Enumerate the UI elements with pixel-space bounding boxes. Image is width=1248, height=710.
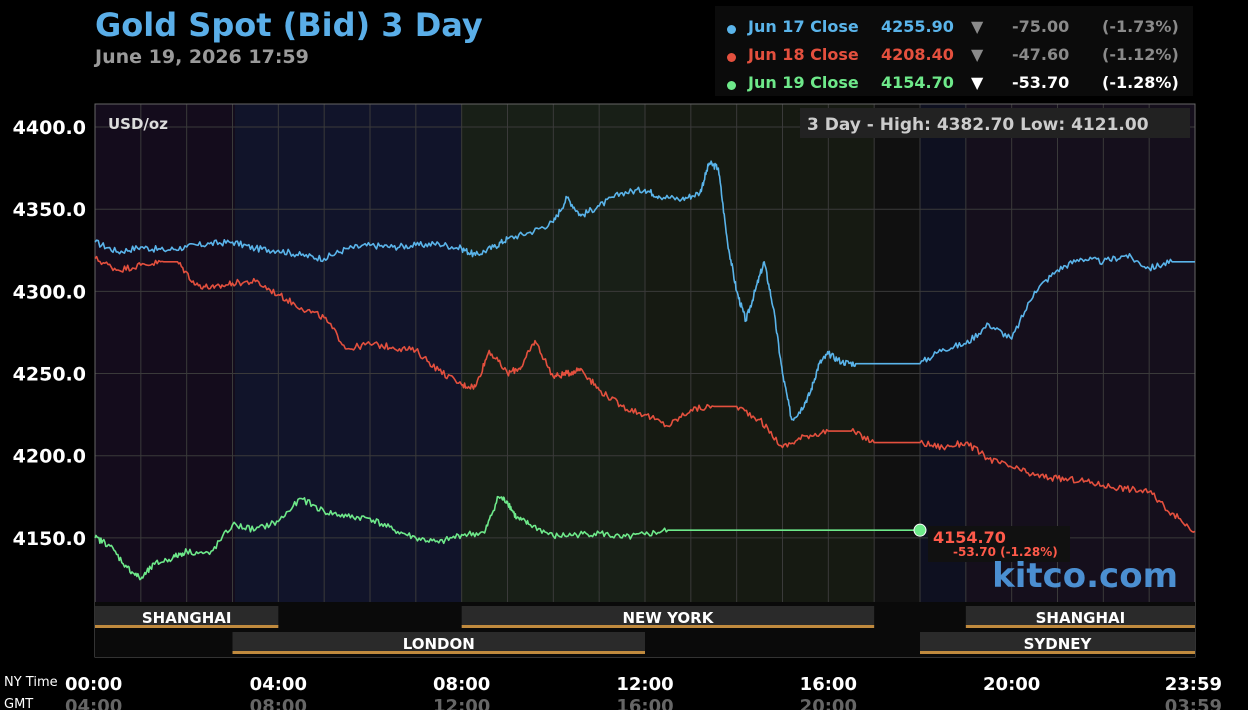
x-tick-label: 12:00 xyxy=(616,674,673,695)
x-tick-label: 16:00 xyxy=(800,674,857,695)
x-tick-label: 23:59 xyxy=(1165,674,1222,695)
session-bar xyxy=(461,606,875,626)
session-underline xyxy=(920,651,1195,654)
legend: Jun 17 Close 4255.90 ▼ -75.00 (-1.73%) J… xyxy=(715,6,1193,96)
watermark-logo: kitco.com xyxy=(992,556,1178,596)
current-price-box xyxy=(928,526,1070,562)
y-tick-label: 4200.0 xyxy=(13,446,86,468)
legend-pct: (-1.12%) xyxy=(1102,45,1179,64)
x-tick-label: 00:00 xyxy=(65,674,122,695)
legend-arrow-icon: ▼ xyxy=(971,17,984,36)
gmt-tick-label: 04:00 xyxy=(65,696,122,710)
range-label: 3 Day - High: 4382.70 Low: 4121.00 xyxy=(807,115,1149,135)
x-tick-label: 08:00 xyxy=(433,674,490,695)
ny-time-label: NY Time xyxy=(4,675,58,690)
legend-change: -47.60 xyxy=(1012,45,1070,64)
session-label: SHANGHAI xyxy=(1036,609,1126,627)
legend-pct: (-1.28%) xyxy=(1102,73,1179,92)
session-bar xyxy=(232,632,645,652)
session-label: NEW YORK xyxy=(623,609,715,627)
legend-dot-icon xyxy=(727,25,736,34)
session-underline xyxy=(232,651,645,654)
session-bar xyxy=(965,606,1195,626)
y-tick-label: 4400.0 xyxy=(13,117,86,139)
legend-close: 4154.70 xyxy=(881,73,954,92)
gmt-tick-label: 08:00 xyxy=(250,696,307,710)
series-line xyxy=(94,495,920,581)
chart-date: June 19, 2026 17:59 xyxy=(95,46,309,68)
session-label: LONDON xyxy=(403,635,475,653)
legend-dot-icon xyxy=(727,53,736,62)
series-line xyxy=(94,160,1195,421)
current-change-label: -53.70 (-1.28%) xyxy=(953,545,1058,559)
gmt-tick-label: 16:00 xyxy=(616,696,673,710)
legend-pct: (-1.73%) xyxy=(1102,17,1179,36)
gmt-tick-label: 20:00 xyxy=(800,696,857,710)
series-line xyxy=(94,255,1196,533)
legend-dot-icon xyxy=(727,81,736,90)
session-bar xyxy=(95,606,279,626)
session-underline xyxy=(95,625,279,628)
current-price-label: 4154.70 xyxy=(933,528,1006,547)
legend-change: -75.00 xyxy=(1012,17,1070,36)
session-underline xyxy=(965,625,1195,628)
y-tick-label: 4150.0 xyxy=(13,528,86,550)
gmt-tick-label: 03:59 xyxy=(1165,696,1222,710)
legend-close: 4208.40 xyxy=(881,45,954,64)
x-tick-label: 20:00 xyxy=(983,674,1040,695)
session-underline xyxy=(461,625,875,628)
market-sessions: SHANGHAI NEW YORK SHANGHAI LONDON SYDNEY xyxy=(95,602,1195,657)
session-label: SHANGHAI xyxy=(142,609,232,627)
legend-label: Jun 18 Close xyxy=(748,45,859,64)
price-series xyxy=(94,160,1196,581)
unit-label: USD/oz xyxy=(108,115,168,133)
range-label-bg xyxy=(800,108,1190,138)
y-tick-label: 4300.0 xyxy=(13,281,86,303)
y-axis-ticks: 4150.0 4200.0 4250.0 4300.0 4350.0 4400.0 xyxy=(13,117,86,550)
legend-arrow-icon: ▼ xyxy=(971,73,984,92)
x-axis-ticks: 00:00 04:00 08:00 12:00 16:00 20:00 23:5904:00… xyxy=(65,674,1222,710)
legend-label: Jun 17 Close xyxy=(748,17,859,36)
chart-title: Gold Spot (Bid) 3 Day xyxy=(95,6,483,44)
current-point-marker xyxy=(913,523,927,537)
legend-close: 4255.90 xyxy=(881,17,954,36)
session-label: SYDNEY xyxy=(1024,635,1093,653)
gmt-tick-label: 12:00 xyxy=(433,696,490,710)
legend-arrow-icon: ▼ xyxy=(971,45,984,64)
x-tick-label: 04:00 xyxy=(250,674,307,695)
gmt-label: GMT xyxy=(4,697,33,710)
y-tick-label: 4350.0 xyxy=(13,199,86,221)
y-tick-label: 4250.0 xyxy=(13,364,86,386)
legend-change: -53.70 xyxy=(1012,73,1070,92)
session-bar xyxy=(920,632,1195,652)
legend-label: Jun 19 Close xyxy=(748,73,859,92)
